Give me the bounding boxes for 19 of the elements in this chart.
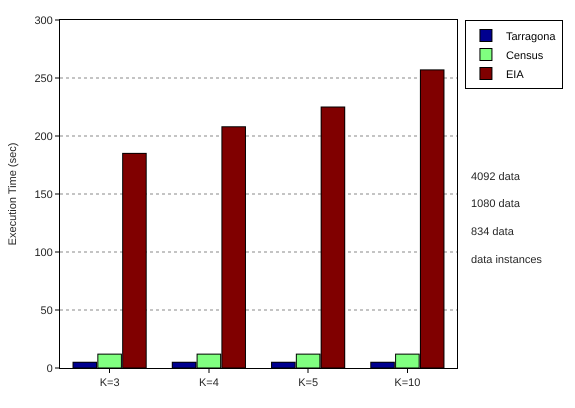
y-axis-title: Execution Time (sec) xyxy=(7,142,20,246)
legend-label: EIA xyxy=(506,68,524,81)
y-tick-label: 50 xyxy=(40,304,53,317)
x-tick-label: K=5 xyxy=(298,377,318,390)
legend-label: Census xyxy=(506,50,544,62)
text: 1080 data xyxy=(471,198,521,210)
y-tick-label: 250 xyxy=(34,72,53,85)
y-tick-label: 150 xyxy=(34,188,53,201)
y-tick-label: 300 xyxy=(34,14,53,27)
y-tick-label: 0 xyxy=(46,362,53,375)
x-tick-label: K=10 xyxy=(394,377,420,390)
x-tick-label: K=4 xyxy=(198,377,219,390)
y-tick-label: 200 xyxy=(34,130,53,143)
text: 834 data xyxy=(471,226,515,238)
text: 4092 data xyxy=(471,171,521,183)
text: data instances xyxy=(471,254,542,266)
y-tick-label: 100 xyxy=(34,246,53,259)
x-tick-label: K=3 xyxy=(100,377,120,390)
legend-label: Tarragona xyxy=(506,30,556,43)
